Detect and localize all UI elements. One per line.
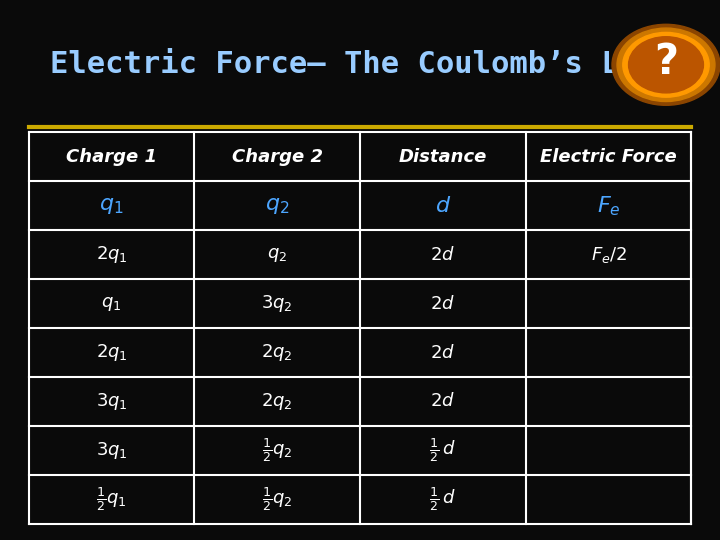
Text: $q_2$: $q_2$ — [265, 195, 289, 215]
Text: $2d$: $2d$ — [431, 295, 455, 313]
Text: $2q_2$: $2q_2$ — [261, 391, 293, 412]
Text: Charge 2: Charge 2 — [232, 148, 323, 166]
Text: $F_e/2$: $F_e/2$ — [590, 245, 626, 265]
Text: Electric Force: Electric Force — [540, 148, 677, 166]
Text: $2q_1$: $2q_1$ — [96, 244, 127, 265]
Text: $q_1$: $q_1$ — [102, 295, 122, 313]
Text: $2d$: $2d$ — [431, 246, 455, 264]
Text: $q_1$: $q_1$ — [99, 195, 124, 215]
Text: $d$: $d$ — [435, 195, 451, 215]
Text: $\frac{1}{2}\, d$: $\frac{1}{2}\, d$ — [429, 485, 456, 513]
Text: $3q_2$: $3q_2$ — [261, 293, 293, 314]
Text: Distance: Distance — [399, 148, 487, 166]
Text: $2d$: $2d$ — [431, 343, 455, 361]
Text: $q_2$: $q_2$ — [267, 246, 287, 264]
Circle shape — [623, 32, 709, 97]
Text: $\frac{1}{2} q_2$: $\frac{1}{2} q_2$ — [262, 436, 292, 464]
Text: $3q_1$: $3q_1$ — [96, 440, 127, 461]
Text: $3q_1$: $3q_1$ — [96, 391, 127, 412]
Circle shape — [617, 28, 715, 102]
Text: $\frac{1}{2} q_2$: $\frac{1}{2} q_2$ — [262, 485, 292, 513]
Text: Charge 1: Charge 1 — [66, 148, 157, 166]
Text: $F_e$: $F_e$ — [597, 194, 620, 218]
Text: $\frac{1}{2} q_1$: $\frac{1}{2} q_1$ — [96, 485, 127, 513]
Text: ?: ? — [654, 41, 678, 83]
Text: $2q_1$: $2q_1$ — [96, 342, 127, 363]
Text: $2q_2$: $2q_2$ — [261, 342, 293, 363]
Circle shape — [612, 24, 720, 105]
Circle shape — [629, 37, 703, 93]
Text: $2d$: $2d$ — [431, 393, 455, 410]
Text: Electric Force– The Coulomb’s Law: Electric Force– The Coulomb’s Law — [50, 50, 657, 79]
Text: $\frac{1}{2}\, d$: $\frac{1}{2}\, d$ — [429, 436, 456, 464]
